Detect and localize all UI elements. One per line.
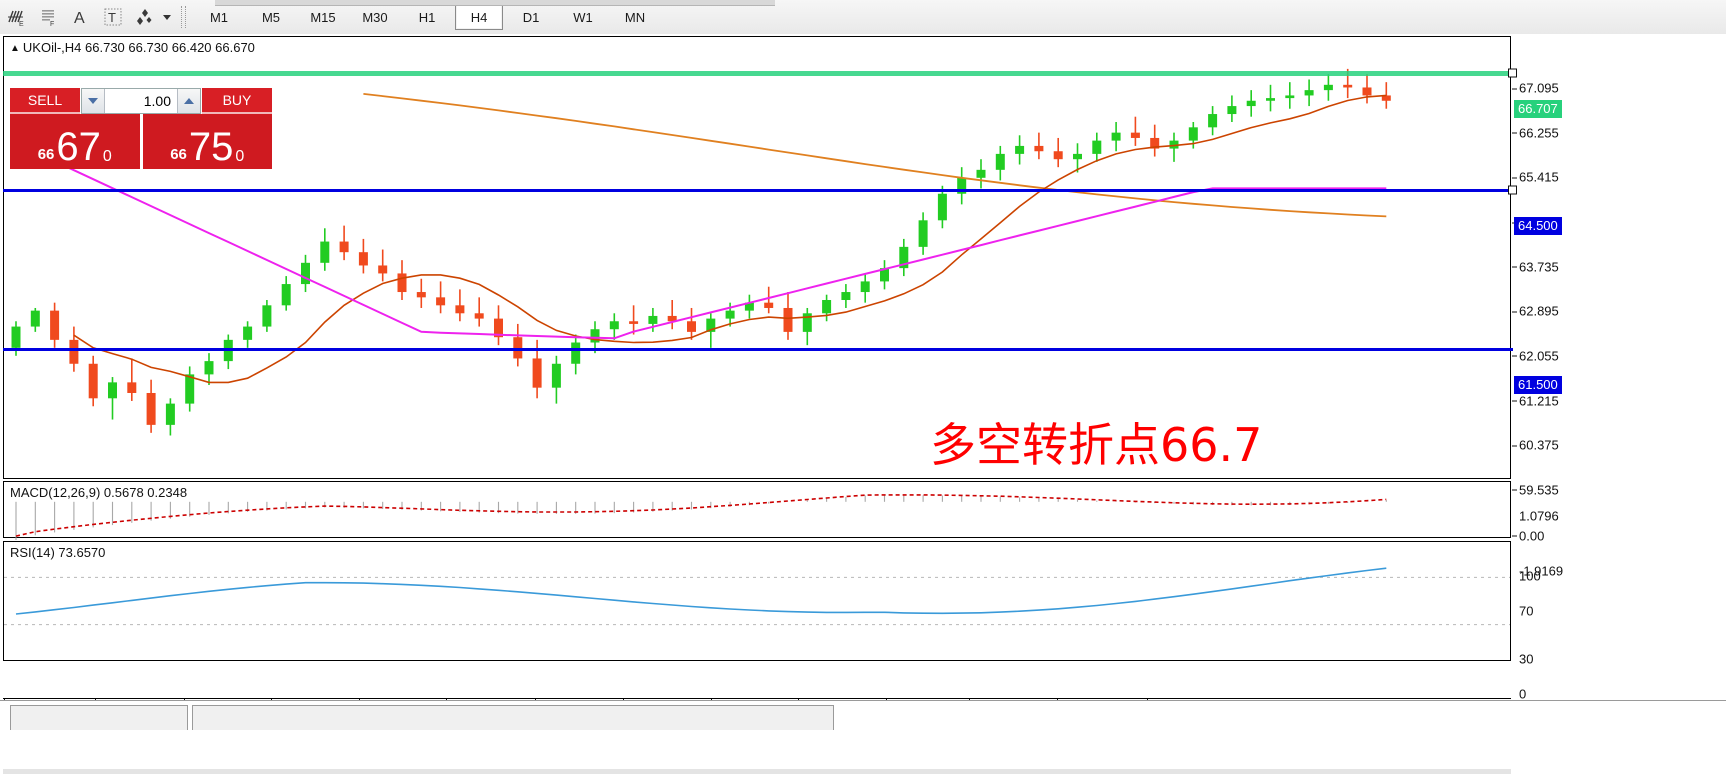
svg-text:F: F xyxy=(50,21,54,28)
volume-stepper[interactable]: 1.00 xyxy=(81,88,201,114)
rsi-axis-tick: 70 xyxy=(1519,603,1534,619)
timeframe-m15[interactable]: M15 xyxy=(310,9,336,25)
macd-axis-tick: 1.0796 xyxy=(1519,508,1559,524)
rsi-axis: 100 70 30 0 xyxy=(1511,569,1726,702)
timeframe-w1[interactable]: W1 xyxy=(573,9,593,25)
workspace-tab-1[interactable] xyxy=(10,705,188,730)
rsi-pane[interactable]: RSI(14) 73.6570 xyxy=(3,541,1511,661)
timeframe-m1[interactable]: M1 xyxy=(209,9,229,25)
line-drag-handle[interactable] xyxy=(1508,185,1517,195)
timeframe-h4[interactable]: H4 xyxy=(455,4,503,30)
sell-price-fraction: 0 xyxy=(102,148,112,165)
rsi-plot-layer xyxy=(4,567,1510,626)
buy-price-fraction: 0 xyxy=(235,148,245,165)
toolbar-tabstrip xyxy=(215,0,775,6)
indicators-icon[interactable]: E xyxy=(2,2,32,32)
macd-axis-tick: 0.00 xyxy=(1511,528,1545,544)
timeframe-m5[interactable]: M5 xyxy=(261,9,281,25)
price-axis-tick: 63.735 xyxy=(1512,259,1559,275)
chart-area[interactable]: ▲ UKOil-,H4 66.730 66.730 66.420 66.670 6… xyxy=(0,34,1726,774)
price-axis-tick: 62.895 xyxy=(1512,303,1559,319)
volume-input[interactable]: 1.00 xyxy=(143,93,171,109)
workspace-tab-2[interactable] xyxy=(192,705,834,730)
buy-button[interactable]: BUY xyxy=(202,88,272,114)
current-price-label[interactable]: 66.707 xyxy=(1514,99,1562,118)
level-price-label[interactable]: 64.500 xyxy=(1514,217,1562,236)
toolbar-separator xyxy=(181,6,186,28)
text-tool-icon[interactable]: A xyxy=(66,2,96,32)
sell-price-button[interactable]: 66 67 0 xyxy=(10,114,140,169)
sell-button[interactable]: SELL xyxy=(10,88,80,114)
octp-header-row: SELL 1.00 BUY xyxy=(10,88,272,114)
bottom-tab-strip[interactable] xyxy=(0,700,1726,742)
one-click-trading-panel[interactable]: SELL 1.00 BUY 66 67 0 66 75 0 xyxy=(10,88,272,169)
chevron-down-icon xyxy=(88,98,98,104)
rsi-axis-tick: 30 xyxy=(1519,651,1534,667)
price-axis-tick: 65.415 xyxy=(1512,169,1559,185)
chevron-up-icon xyxy=(184,98,194,104)
buy-price-prefix: 66 xyxy=(170,146,187,163)
macd-plot-layer xyxy=(15,494,1387,541)
line-drag-handle[interactable] xyxy=(1508,68,1517,78)
collapse-triangle-icon[interactable]: ▲ xyxy=(10,43,20,54)
buy-price-big: 75 xyxy=(188,125,234,169)
rsi-axis-tick: 100 xyxy=(1519,568,1541,584)
svg-text:T: T xyxy=(108,10,116,25)
price-axis-tick: 62.055 xyxy=(1512,348,1559,364)
price-axis-tick: 66.255 xyxy=(1512,125,1559,141)
svg-text:A: A xyxy=(74,10,85,27)
chart-scrollbar[interactable] xyxy=(3,769,1511,774)
price-axis-tick: 67.095 xyxy=(1512,80,1559,96)
price-axis[interactable]: 67.09566.25565.41564.57563.73562.89562.0… xyxy=(1511,70,1726,513)
macd-axis: 1.0796 0.00 -1.9169 xyxy=(1511,509,1726,579)
templates-icon[interactable]: F xyxy=(34,2,64,32)
price-pane-title: ▲ UKOil-,H4 66.730 66.730 66.420 66.670 xyxy=(10,40,255,55)
timeframe-mn[interactable]: MN xyxy=(624,9,646,25)
macd-pane[interactable]: MACD(12,26,9) 0.5678 0.2348 xyxy=(3,481,1511,541)
timeframe-d1[interactable]: D1 xyxy=(522,9,540,25)
timeframe-h1[interactable]: H1 xyxy=(418,9,436,25)
objects-icon[interactable] xyxy=(130,2,160,32)
macd-pane-title: MACD(12,26,9) 0.5678 0.2348 xyxy=(10,485,188,500)
svg-text:E: E xyxy=(19,21,24,28)
rsi-pane-title: RSI(14) 73.6570 xyxy=(10,545,106,560)
main-toolbar: E F A T xyxy=(0,0,1726,35)
level-price-label[interactable]: 61.500 xyxy=(1514,376,1562,395)
timeframe-m30[interactable]: M30 xyxy=(362,9,388,25)
chevron-down-icon[interactable] xyxy=(160,2,174,32)
price-axis-tick: 60.375 xyxy=(1512,437,1559,453)
sell-price-prefix: 66 xyxy=(37,146,55,163)
price-axis-tick: 59.535 xyxy=(1512,482,1559,498)
volume-increase-button[interactable] xyxy=(177,89,200,113)
price-axis-tick: 61.215 xyxy=(1512,393,1559,409)
macd-axis-tick: -1.9169 xyxy=(1519,563,1564,579)
sell-price-big: 67 xyxy=(56,125,101,169)
rsi-axis-tick: 0 xyxy=(1519,686,1527,702)
buy-price-button[interactable]: 66 75 0 xyxy=(142,114,272,169)
volume-decrease-button[interactable] xyxy=(82,89,105,113)
chart-annotation-text[interactable]: 多空转折点66.7 xyxy=(930,418,1263,472)
label-tool-icon[interactable]: T xyxy=(98,2,128,32)
octp-price-row: 66 67 0 66 75 0 xyxy=(10,114,272,169)
